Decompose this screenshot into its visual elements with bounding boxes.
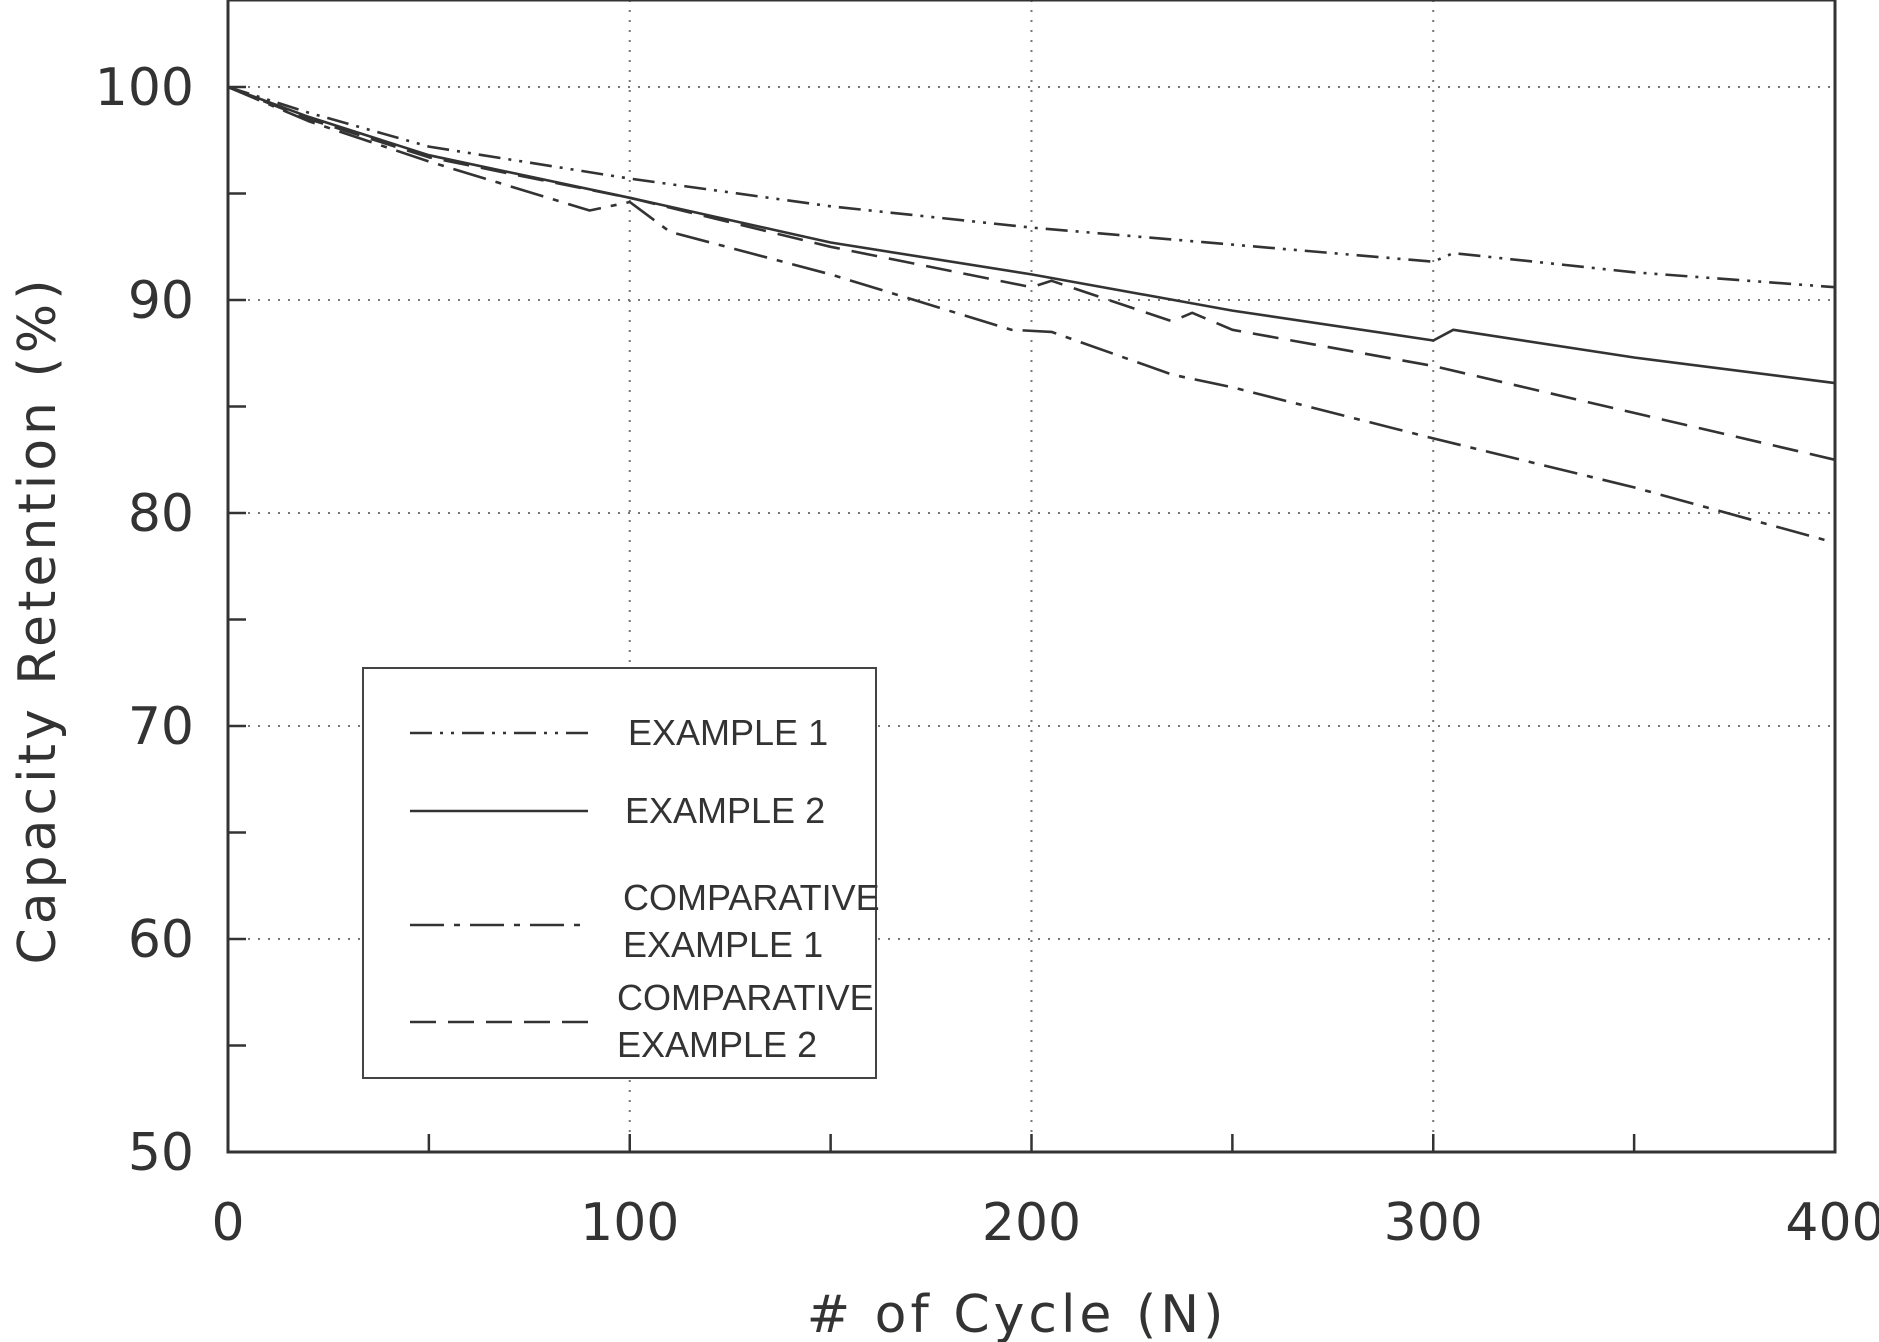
x-tick-label-4: 400 (1785, 1193, 1879, 1253)
series-layer (228, 87, 1835, 543)
series-line-comparative-example-1 (228, 87, 1835, 543)
x-axis-label: # of Cycle (N) (807, 1285, 1228, 1342)
y-tick-label-5: 100 (95, 58, 194, 118)
y-tick-label-3: 80 (128, 484, 194, 544)
y-axis-label: Capacity Retention (%) (8, 275, 68, 964)
legend: EXAMPLE 1 EXAMPLE 2 COMPARATIVE EXAMPLE … (363, 668, 880, 1078)
legend-label-comparative-example-1-line2: EXAMPLE 1 (623, 924, 823, 965)
x-tick-label-0: 0 (211, 1193, 244, 1253)
x-tick-label-2: 200 (982, 1193, 1081, 1253)
x-tick-label-3: 300 (1384, 1193, 1483, 1253)
legend-label-comparative-example-2-line1: COMPARATIVE (617, 977, 874, 1018)
legend-label-comparative-example-1-line1: COMPARATIVE (623, 877, 880, 918)
legend-label-example-2: EXAMPLE 2 (625, 790, 825, 831)
series-line-example-1 (228, 87, 1835, 287)
legend-label-comparative-example-2-line2: EXAMPLE 2 (617, 1024, 817, 1065)
y-tick-label-2: 70 (128, 697, 194, 757)
y-tick-label-1: 60 (128, 910, 194, 970)
y-tick-label-4: 90 (128, 271, 194, 331)
y-tick-label-0: 50 (128, 1123, 194, 1183)
x-tick-label-1: 100 (580, 1193, 679, 1253)
legend-label-example-1: EXAMPLE 1 (628, 712, 828, 753)
